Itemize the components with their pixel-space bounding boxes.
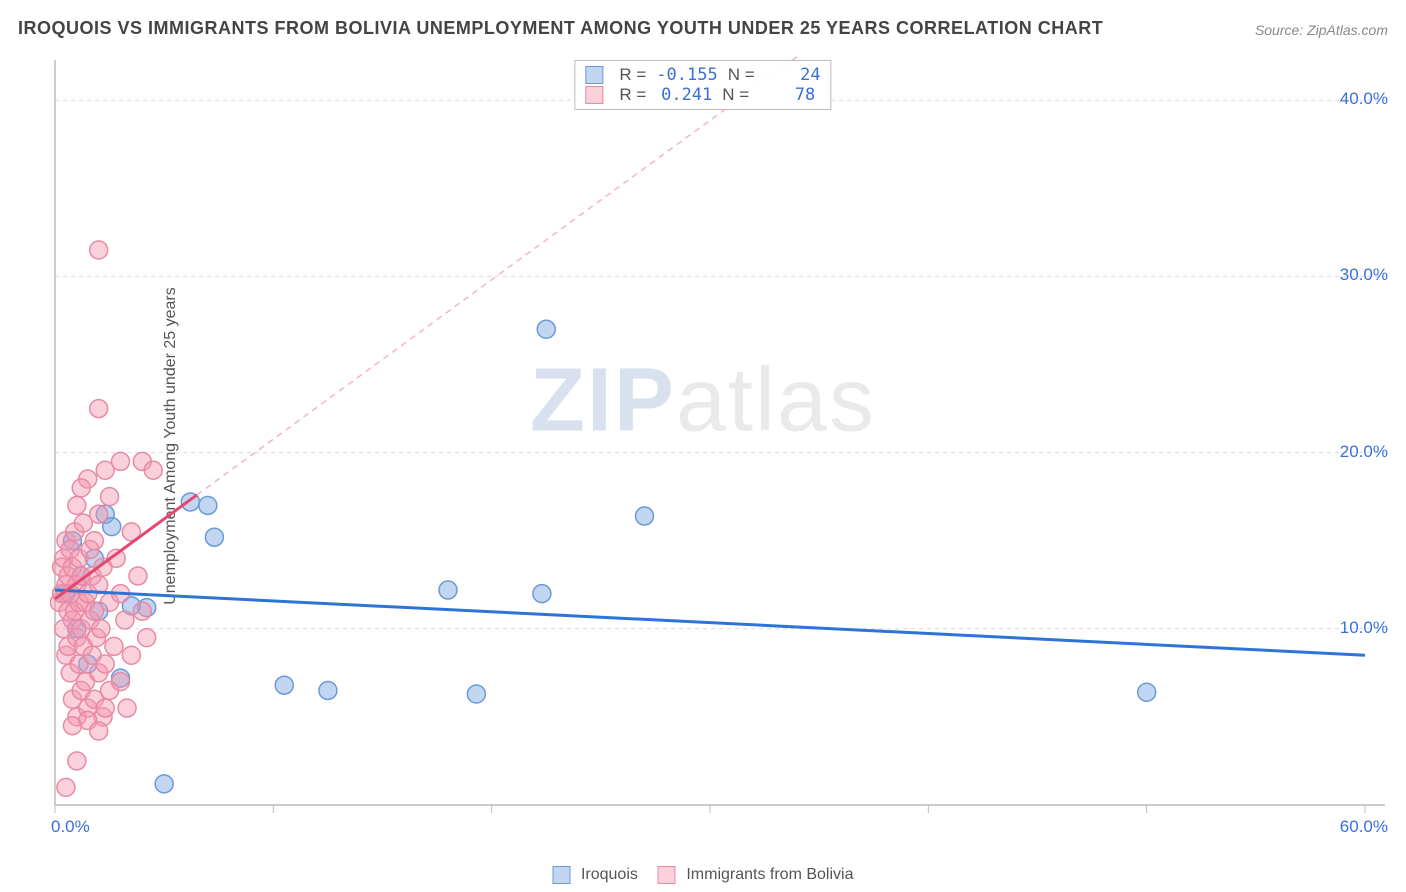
y-tick-label: 20.0% (1340, 442, 1388, 462)
y-tick-label: 40.0% (1340, 89, 1388, 109)
stats-row-1: R = -0.155 N = 24 (585, 65, 820, 85)
swatch-bolivia (585, 86, 603, 104)
source-label: Source: ZipAtlas.com (1255, 22, 1388, 38)
bottom-legend: Iroquois Immigrants from Bolivia (553, 866, 854, 884)
x-tick-label: 0.0% (51, 817, 90, 837)
y-tick-label: 10.0% (1340, 618, 1388, 638)
y-tick-label: 30.0% (1340, 265, 1388, 285)
chart-container: IROQUOIS VS IMMIGRANTS FROM BOLIVIA UNEM… (0, 0, 1406, 892)
legend-item-bolivia: Immigrants from Bolivia (658, 866, 854, 884)
plot-area (50, 55, 1390, 835)
swatch-iroquois (585, 66, 603, 84)
legend-item-iroquois: Iroquois (553, 866, 638, 884)
x-tick-label: 60.0% (1340, 817, 1388, 837)
swatch-iroquois-icon (553, 866, 571, 884)
swatch-bolivia-icon (658, 866, 676, 884)
stats-row-2: R = 0.241 N = 78 (585, 85, 820, 105)
chart-title: IROQUOIS VS IMMIGRANTS FROM BOLIVIA UNEM… (18, 18, 1103, 39)
scatter-svg (50, 55, 1390, 835)
stats-legend: R = -0.155 N = 24 R = 0.241 N = 78 (574, 60, 831, 110)
